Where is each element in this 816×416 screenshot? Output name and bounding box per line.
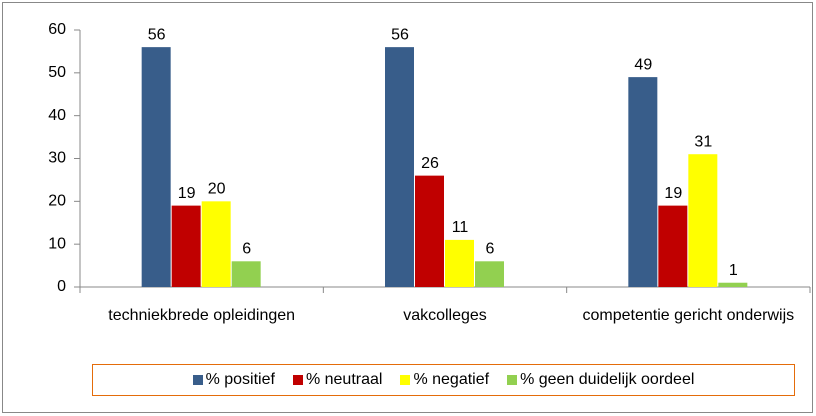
x-tick-label: vakcolleges — [403, 307, 487, 324]
y-tick-label: 30 — [48, 150, 66, 167]
y-tick-label: 40 — [48, 107, 66, 124]
data-label: 49 — [634, 56, 652, 73]
y-tick-label: 50 — [48, 64, 66, 81]
legend-item: % neutraal — [292, 371, 383, 389]
data-label: 56 — [148, 26, 166, 43]
bar — [445, 239, 474, 287]
legend-swatch — [292, 375, 303, 385]
bar — [718, 282, 748, 287]
data-label: 11 — [452, 219, 469, 236]
bar — [415, 175, 444, 287]
legend-label: % positief — [205, 371, 275, 388]
data-label: 6 — [242, 241, 251, 258]
bar — [201, 201, 231, 287]
legend-item: % negatief — [400, 371, 489, 389]
y-tick-label: 20 — [48, 193, 66, 210]
bar — [385, 47, 414, 288]
legend-swatch — [400, 375, 411, 385]
y-tick-label: 60 — [48, 21, 66, 38]
bar — [688, 154, 718, 287]
bar — [475, 261, 504, 287]
y-tick-label: 0 — [57, 278, 66, 295]
data-label: 26 — [421, 155, 439, 172]
bar — [231, 261, 261, 287]
legend-label: % neutraal — [305, 371, 383, 388]
x-tick-label: competentie gericht onderwijs — [582, 307, 795, 324]
legend-item: % positief — [192, 371, 275, 389]
legend-swatch — [507, 375, 518, 385]
legend-item: % geen duidelijk oordeel — [507, 371, 694, 389]
bar — [141, 47, 171, 288]
bar — [628, 77, 658, 287]
data-label: 31 — [694, 133, 712, 150]
bar — [658, 205, 688, 287]
legend-label: % geen duidelijk oordeel — [520, 371, 695, 388]
legend-swatch — [192, 375, 203, 385]
bar — [171, 205, 201, 287]
data-label: 1 — [729, 262, 738, 279]
legend: % positief % neutraal % negatief % geen dui… — [92, 364, 795, 396]
data-label: 19 — [178, 185, 196, 202]
legend-label: % negatief — [413, 371, 490, 388]
data-label: 19 — [664, 185, 682, 202]
x-tick-label: techniekbrede opleidingen — [108, 307, 296, 324]
y-tick-label: 10 — [48, 235, 66, 252]
data-label: 20 — [208, 181, 226, 198]
data-label: 56 — [391, 26, 409, 43]
data-label: 6 — [486, 241, 495, 258]
